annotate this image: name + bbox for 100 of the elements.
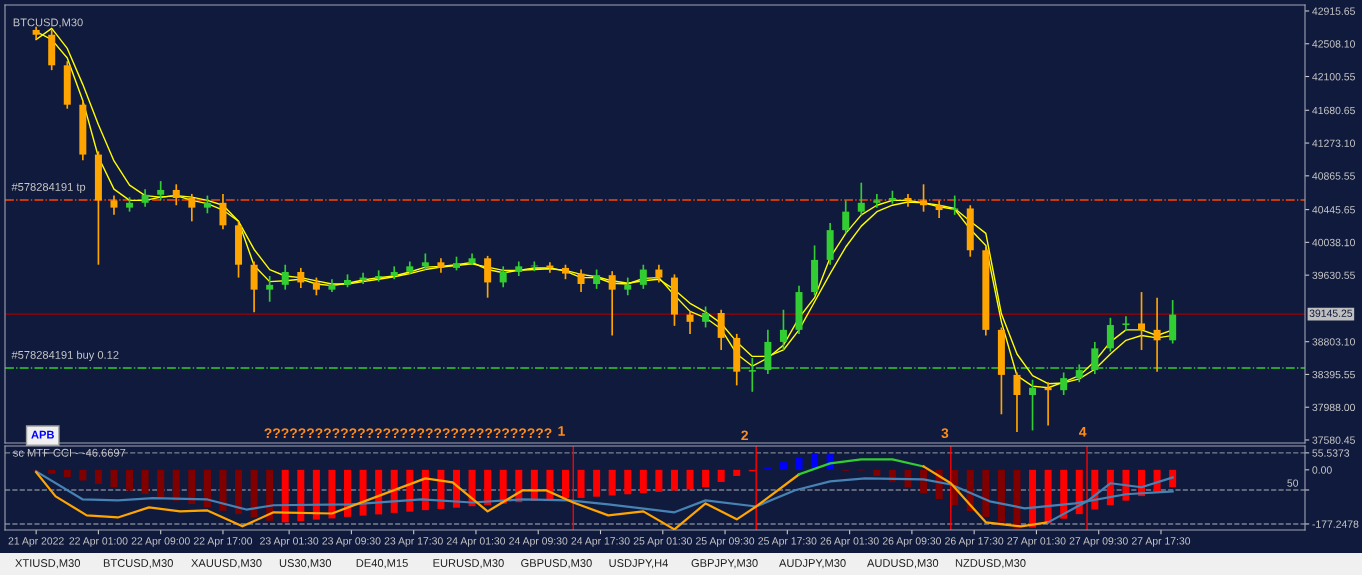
bar [126,469,134,491]
x-tick-label: 25 Apr 17:30 [758,537,817,547]
bar [344,469,352,517]
bar [997,469,1005,523]
text: DE40,M15 [356,559,408,569]
bar [873,469,881,476]
x-tick-label: 24 Apr 01:30 [446,537,506,547]
x-tick-label: 23 Apr 09:30 [322,537,381,547]
y-tick-label: 40865.55 [1312,172,1355,180]
ref-line-label: 39145.25 [1309,309,1353,317]
bar [686,469,694,490]
text: EURUSD,M30 [433,559,504,569]
bar [297,469,305,522]
bar [764,467,772,470]
text: NZDUSD,M30 [955,559,1026,569]
y-tick-label: 41273.10 [1312,139,1355,147]
bar [484,469,492,505]
bar [79,469,87,481]
text: US30,M30 [279,559,332,569]
bar [235,469,243,515]
bar [141,469,149,494]
x-tick-label: 26 Apr 09:30 [882,537,942,547]
bar [1013,469,1021,529]
text: AUDUSD,M30 [867,559,939,569]
x-tick-label: 21 Apr 2022 [8,537,64,547]
bar [1029,469,1037,528]
y-tick-label: 39630.55 [1312,271,1355,280]
x-tick-label: 24 Apr 09:30 [509,537,568,547]
y-tick-label: 37580.45 [1312,436,1355,444]
text: GBPUSD,M30 [521,559,592,569]
x-tick-label: 22 Apr 01:00 [69,537,128,547]
line-series [35,471,801,530]
annotation: 1 [558,426,565,436]
bar [670,469,678,491]
annotation: 50 [1287,479,1299,487]
bar [639,469,647,494]
x-tick-label: 22 Apr 17:00 [193,537,253,547]
bar [1044,469,1052,523]
bar [172,469,180,501]
text: XTIUSD,M30 [15,559,81,569]
bar [577,469,585,498]
bar [795,457,803,470]
annotation: 2 [741,430,749,441]
y-tick-label: 40445.65 [1312,206,1355,214]
annotation: ?????????????????????????????????? [264,428,552,438]
chart-title: sc MTF CCI - -46.6697 [13,448,126,457]
bar [157,469,165,498]
x-tick-label: 26 Apr 17:30 [945,537,1004,547]
y-tick-label: 40038.10 [1312,238,1355,247]
y-tick-label: 0.00 [1312,466,1332,474]
annotation: 3 [941,428,949,439]
line-series [922,465,1050,528]
bar [593,469,601,497]
bar [203,469,211,508]
x-tick-label: 25 Apr 09:30 [696,537,755,547]
x-tick-label: 26 Apr 01:30 [820,537,879,547]
x-tick-label: 22 Apr 09:00 [131,537,190,547]
y-tick-label: 42508.10 [1312,40,1355,48]
bar [110,469,118,488]
text: AUDJPY,M30 [779,559,846,569]
bar [188,469,196,505]
y-tick-label: 55.5373 [1312,449,1350,457]
bar [717,469,725,483]
bar [312,469,320,520]
annotation: 4 [1079,427,1087,437]
bar [733,469,741,476]
bar [63,469,71,478]
bar [702,469,710,488]
bar [982,469,990,517]
bar [561,469,569,499]
bar [219,469,227,511]
y-tick-label: 37988.00 [1312,403,1355,412]
y-tick-label: 38395.55 [1312,370,1355,379]
bar [250,469,258,518]
y-tick-label: 38803.10 [1312,338,1355,346]
y-tick-label: -177.2478 [1312,520,1359,528]
ref-line-label: #578284191 buy 0.12 [11,350,119,362]
x-tick-label: 23 Apr 17:30 [384,537,443,547]
line-series [797,458,925,476]
y-tick-label: 42100.55 [1312,73,1355,81]
candlestick [951,194,959,216]
bar [48,469,56,474]
candlestick [1122,315,1130,332]
text: BTCUSD,M30 [103,559,173,569]
bar [655,469,663,492]
bar [608,469,616,496]
text: BTCUSD,M30 [13,18,83,28]
x-tick-label: 23 Apr 01:30 [260,537,319,547]
x-tick-label: 25 Apr 01:30 [633,537,692,547]
bar [779,462,787,470]
annotation: APB [31,430,54,439]
x-tick-label: 27 Apr 09:30 [1069,537,1128,547]
text: USDJPY,H4 [609,559,668,569]
y-tick-label: 42915.65 [1312,7,1355,15]
ref-line-label: #578284191 tp [11,182,86,194]
text: GBPJPY,M30 [691,559,758,569]
x-tick-label: 24 Apr 17:30 [571,537,630,547]
x-tick-label: 27 Apr 01:30 [1007,537,1066,547]
text: XAUUSD,M30 [191,559,262,569]
bar [266,469,274,521]
